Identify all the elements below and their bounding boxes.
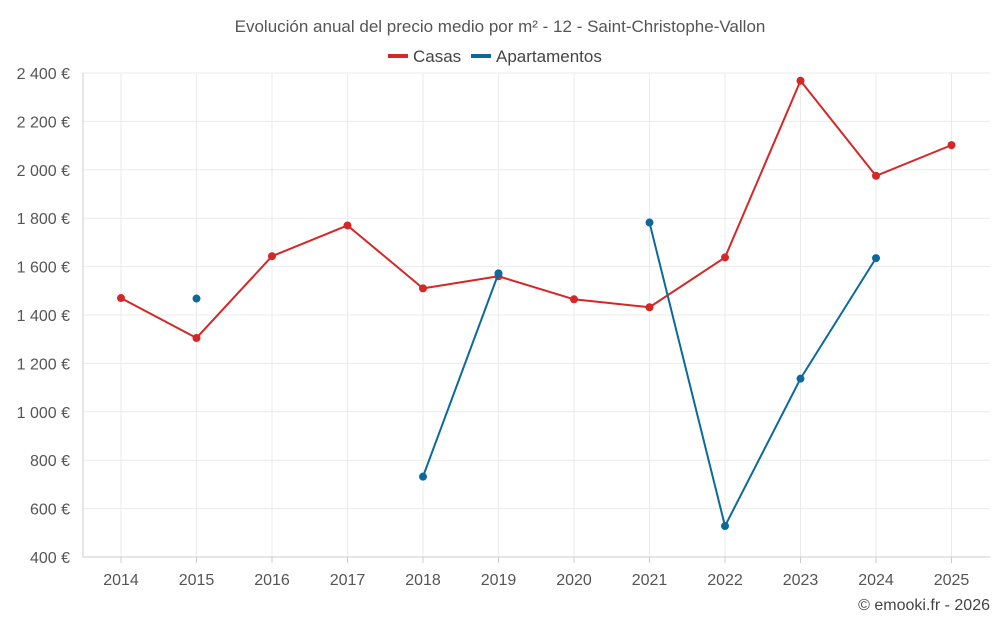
series-line-apartamentos <box>648 222 877 528</box>
x-tick-label: 2021 <box>632 572 668 589</box>
data-point-casas[interactable] <box>117 294 125 303</box>
data-point-casas[interactable] <box>343 221 352 230</box>
series-line-casas <box>120 79 952 339</box>
y-tick-label: 1 600 € <box>17 260 70 277</box>
data-point-apartamentos[interactable] <box>721 522 729 531</box>
legend[interactable]: Casas Apartamentos <box>388 47 602 66</box>
data-point-apartamentos[interactable] <box>645 218 654 227</box>
legend-label-casas[interactable]: Casas <box>413 47 461 66</box>
copyright-footer: © emooki.fr - 2026 <box>858 597 990 614</box>
x-tick-label: 2019 <box>481 572 517 589</box>
series-layer <box>117 76 956 531</box>
data-point-casas[interactable] <box>192 333 201 342</box>
y-tick-label: 1 400 € <box>17 308 70 325</box>
y-axis: 400 € 600 € 800 € 1 000 € 1 200 € 1 400 € 1 60… <box>17 66 84 567</box>
data-point-casas[interactable] <box>872 171 880 180</box>
x-tick-label: 2022 <box>707 572 743 589</box>
y-tick-label: 2 200 € <box>17 114 70 131</box>
x-tick-label: 2015 <box>179 572 215 589</box>
x-axis: 2014 2015 2016 2017 2018 2019 2020 2021 2022 2023… <box>83 556 990 589</box>
x-tick-label: 2025 <box>934 572 970 589</box>
data-point-casas[interactable] <box>947 141 956 150</box>
x-tick-label: 2024 <box>858 572 894 589</box>
data-point-apartamentos[interactable] <box>494 269 503 278</box>
y-tick-label: 1 800 € <box>17 211 70 228</box>
y-tick-label: 2 000 € <box>17 163 70 180</box>
y-tick-label: 600 € <box>30 502 70 519</box>
data-point-casas[interactable] <box>645 303 654 312</box>
legend-label-apartamentos[interactable]: Apartamentos <box>496 47 602 66</box>
data-point-apartamentos[interactable] <box>872 254 880 263</box>
data-point-casas[interactable] <box>796 76 805 85</box>
y-tick-label: 1 200 € <box>17 356 70 373</box>
chart-title: Evolución anual del precio medio por m² … <box>235 17 766 36</box>
y-tick-label: 800 € <box>30 453 70 470</box>
data-point-apartamentos[interactable] <box>419 472 427 481</box>
x-tick-label: 2014 <box>103 572 139 589</box>
y-tick-label: 2 400 € <box>17 66 70 83</box>
data-point-casas[interactable] <box>721 253 729 262</box>
x-tick-label: 2020 <box>556 572 592 589</box>
series-line-apartamentos <box>422 273 500 478</box>
x-tick-label: 2023 <box>783 572 819 589</box>
grid-lines <box>83 72 990 558</box>
data-point-casas[interactable] <box>268 252 276 261</box>
x-tick-label: 2017 <box>330 572 366 589</box>
x-tick-label: 2016 <box>254 572 290 589</box>
data-point-apartamentos[interactable] <box>192 294 201 303</box>
data-point-apartamentos[interactable] <box>796 374 805 383</box>
y-tick-label: 1 000 € <box>17 405 70 422</box>
x-tick-label: 2018 <box>405 572 441 589</box>
data-point-casas[interactable] <box>570 295 578 304</box>
data-point-casas[interactable] <box>419 284 427 293</box>
y-tick-label: 400 € <box>30 550 70 567</box>
